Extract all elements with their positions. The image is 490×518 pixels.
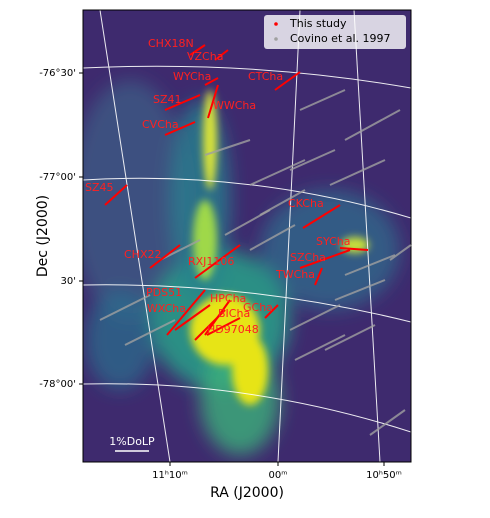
star-label: SYCha [316, 235, 351, 248]
polarization-vector [302, 204, 341, 229]
star-label: WYCha [173, 70, 211, 83]
star-label: SZCha [290, 251, 326, 264]
legend-label: This study [289, 17, 347, 30]
coordinate-grid [83, 10, 411, 462]
star-label: CTCha [248, 70, 283, 83]
polarization-vector [207, 84, 219, 119]
polarization-vector [204, 77, 219, 86]
star-label: PDS51 [146, 286, 182, 299]
star-label: HPCha [210, 292, 246, 305]
star-label: RXJ1106 [188, 255, 234, 268]
star-label: SZ41 [153, 93, 182, 106]
star-label: GCha [243, 301, 273, 314]
star-label: HD97048 [207, 323, 259, 336]
polarization-vector [166, 289, 206, 336]
star-label: CVCha [142, 118, 179, 131]
polarization-vector [339, 247, 369, 251]
polarization-vector [274, 71, 301, 91]
covino-vector [99, 294, 151, 321]
covino-vector [249, 159, 306, 186]
polarization-vector [194, 244, 241, 279]
covino-vector [389, 244, 412, 261]
covino-vector [159, 239, 201, 261]
star-label: CHX22 [124, 248, 162, 261]
covino-vector [334, 279, 386, 301]
star-label: WWCha [213, 99, 256, 112]
covino-vector [324, 324, 376, 351]
x-tick-label: 10ʰ50ᵐ [366, 470, 402, 481]
y-tick-label: -76°30' [39, 68, 76, 79]
polarization-vector [299, 249, 351, 269]
x-tick-label: 00ᵐ [269, 470, 288, 481]
plot-frame [82, 9, 412, 463]
star-label: SZ45 [85, 181, 114, 194]
covino-vector [124, 319, 176, 346]
legend [264, 15, 406, 49]
y-tick-label: -77°00' [39, 172, 76, 183]
polarization-vector [174, 304, 211, 331]
covino-vector [259, 189, 306, 216]
polarization-vector [164, 121, 196, 136]
y-axis-label: Dec (J2000) [35, 195, 51, 277]
covino-vector [344, 109, 401, 141]
polarization-vector [149, 244, 181, 269]
covino-vector [294, 334, 346, 361]
legend-marker [274, 37, 278, 41]
covino-vector [369, 409, 406, 436]
y-tick-label: -78°00' [39, 379, 76, 390]
star-label: BICha [218, 307, 250, 320]
star-label: TWCha [275, 268, 315, 281]
y-tick-label: 30' [61, 276, 76, 287]
star-label: CHX18N [148, 37, 194, 50]
star-label: VZCha [187, 50, 223, 63]
polarization-vector [314, 267, 323, 286]
x-axis-label: RA (J2000) [210, 485, 284, 501]
star-label: WXCha [147, 302, 186, 315]
polarization-vector [189, 44, 206, 56]
covino-vector [344, 254, 396, 276]
polarization-vector [194, 309, 226, 341]
covino-vector [204, 139, 251, 156]
covino-vector [289, 149, 336, 171]
sky-image [83, 10, 411, 462]
star-label: CKCha [288, 197, 324, 210]
scale-bar-label: 1%DoLP [109, 435, 155, 448]
polarization-vector [164, 94, 201, 111]
covino-vector [329, 159, 386, 186]
legend-label: Covino et al. 1997 [290, 32, 391, 45]
polarization-vector [214, 49, 229, 61]
covino-vector [289, 304, 341, 331]
legend-marker [274, 22, 278, 26]
polarization-vector [264, 304, 279, 319]
polarization-vector [104, 184, 128, 206]
covino-vector [249, 224, 296, 251]
covino-vector [299, 89, 346, 111]
x-tick-label: 11ʰ10ᵐ [152, 470, 188, 481]
polarization-vector [206, 317, 241, 336]
